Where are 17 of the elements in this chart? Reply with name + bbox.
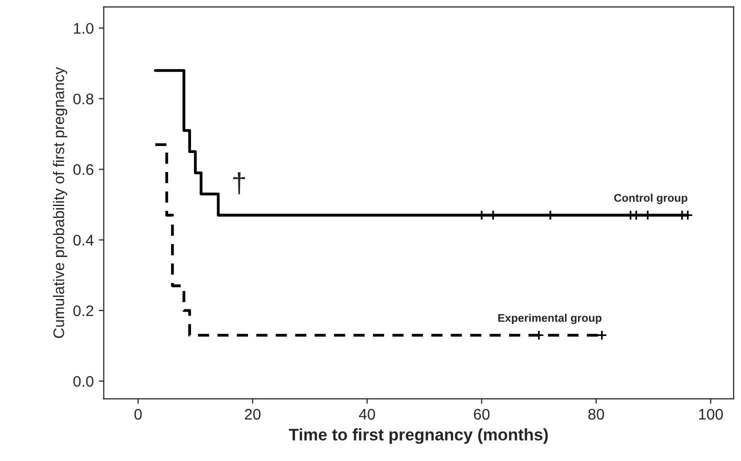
y-tick-label: 0.4 [73, 234, 94, 246]
y-tick-label: 0.6 [73, 164, 94, 175]
annotation: † [233, 172, 246, 194]
x-tick-label: 40 [358, 408, 376, 420]
y-tick-label: 0.2 [73, 305, 94, 316]
x-tick-label: 60 [474, 408, 490, 420]
x-tick-label: 20 [244, 408, 261, 420]
x-tick-label: 100 [699, 408, 723, 420]
y-tick-label: 0.0 [73, 376, 94, 387]
x-tick-label: 80 [588, 408, 604, 420]
x-axis-title: Time to first pregnancy (months) [288, 428, 548, 444]
y-axis-title: Cumulative probability of first pregnancy [52, 66, 68, 338]
series-label: Experimental group [498, 314, 602, 324]
y-tick-label: 1.0 [74, 22, 94, 34]
y-tick-label: 0.8 [73, 94, 94, 104]
x-tick-label: 0 [134, 408, 142, 420]
series-label: Control group [614, 194, 688, 204]
